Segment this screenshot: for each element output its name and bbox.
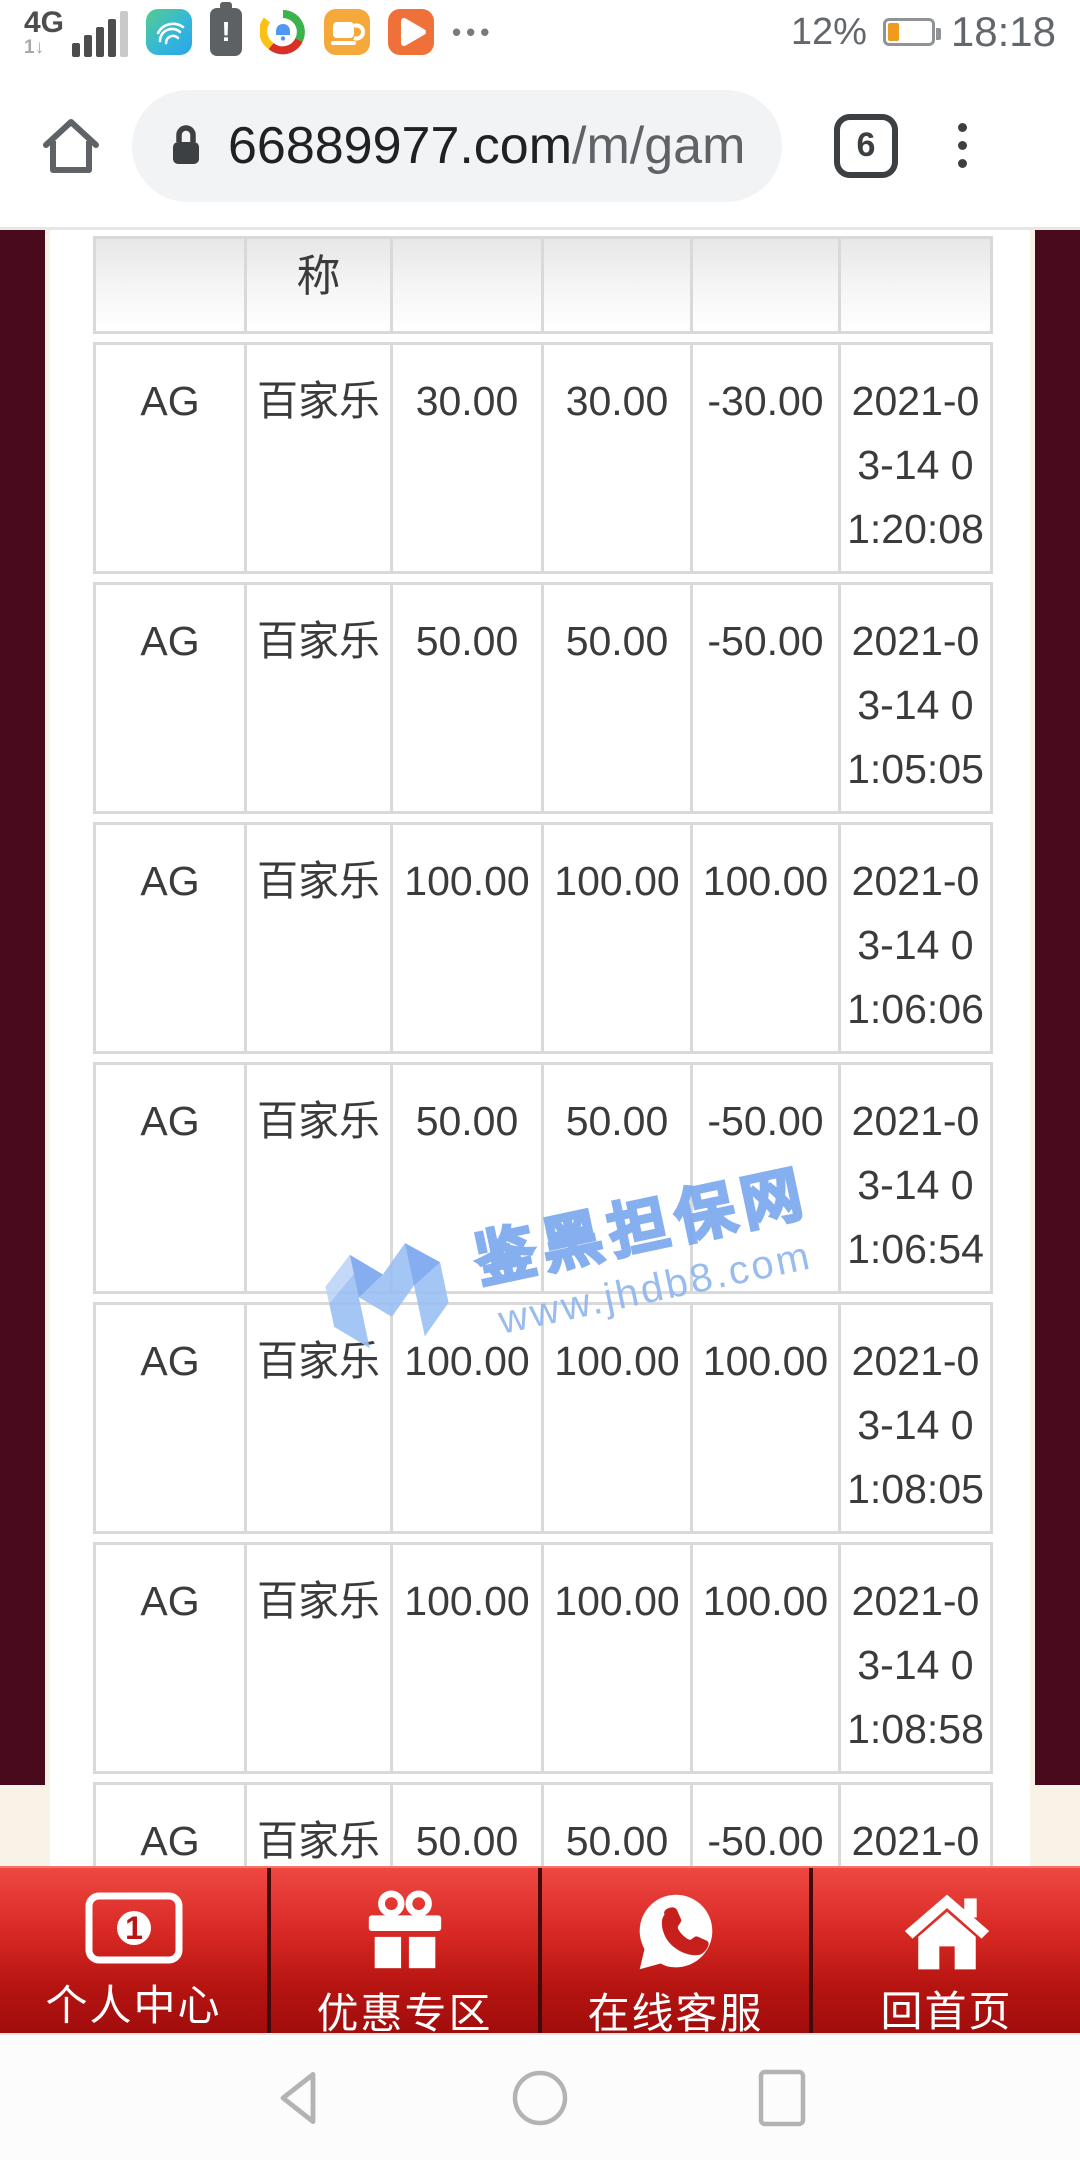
cell-winloss: -50.00: [690, 1062, 838, 1294]
cell-time: 2021-0 3-14 0 1:06:54: [838, 1062, 993, 1294]
fingerprint-app-icon: [146, 9, 193, 55]
cell-game: 百家乐: [244, 1302, 390, 1534]
cell-time: 2021-0 3-14 0 1:05:05: [838, 582, 993, 814]
cell-platform: AG: [93, 822, 244, 1054]
status-bar: 4G 1↓ !: [0, 0, 1080, 64]
nav-personal-center[interactable]: 1 个人中心: [0, 1868, 271, 2033]
url-text[interactable]: 66889977.com/m/gam: [228, 116, 745, 176]
header-cell: [541, 236, 690, 334]
signal-bars-icon: [72, 10, 129, 57]
url-path: /m/gam: [572, 116, 746, 175]
right-maroon-edge: [1035, 230, 1080, 1785]
network-type-label: 4G: [24, 5, 65, 39]
cell-bet-amount: 50.00: [390, 582, 541, 814]
svg-text:1: 1: [125, 1910, 143, 1946]
signal-indicator: 4G 1↓: [24, 5, 129, 58]
cell-winloss: 100.00: [690, 1302, 838, 1534]
cell-platform: AG: [93, 582, 244, 814]
battery-icon: [882, 18, 941, 46]
webpage-viewport: 称 AG 百家乐 30.00 30.00 -30.00 2021-0 3-14 0…: [0, 230, 1080, 2160]
tab-count-label: 6: [856, 126, 876, 164]
cell-platform: AG: [93, 1302, 244, 1534]
whatsapp-icon: [633, 1890, 719, 1974]
cell-valid-amount: 100.00: [541, 1302, 690, 1534]
cell-winloss: 100.00: [690, 1542, 838, 1774]
cell-time: 2021-0 3-14 0 1:20:08: [838, 342, 993, 574]
cell-platform: AG: [93, 342, 244, 574]
notification-app-icon: [260, 9, 306, 55]
battery-percent-label: 12%: [790, 10, 867, 53]
table-row: AG 百家乐 50.00 50.00 -50.00 2021-0 3-14 0 1:…: [93, 1062, 993, 1294]
header-cell: [690, 236, 838, 334]
cell-time: 2021-0 3-14 0 1:06:06: [838, 822, 993, 1054]
clock-label: 18:18: [950, 8, 1056, 55]
https-lock-icon: [173, 124, 199, 164]
cell-winloss: 100.00: [690, 822, 838, 1054]
nav-label: 个人中心: [45, 1982, 222, 2029]
cell-bet-amount: 30.00: [390, 342, 541, 574]
header-cell: [838, 236, 993, 334]
sim2-label: 1↓: [24, 36, 45, 58]
nav-customer-service[interactable]: 在线客服: [542, 1868, 813, 2037]
cell-time: 2021-0 3-14 0 1:08:58: [838, 1542, 993, 1774]
alert-glyph: !: [221, 16, 231, 47]
nav-label: 优惠专区: [316, 1990, 493, 2037]
cell-game: 百家乐: [244, 1542, 390, 1774]
cell-game: 百家乐: [244, 822, 390, 1054]
url-bar[interactable]: 66889977.com/m/gam: [132, 89, 782, 202]
money-icon: 1: [84, 1890, 184, 1966]
cell-bet-amount: 100.00: [390, 1302, 541, 1534]
nav-label: 在线客服: [587, 1990, 764, 2037]
cell-game: 百家乐: [244, 342, 390, 574]
cell-bet-amount: 100.00: [390, 822, 541, 1054]
cell-valid-amount: 50.00: [541, 582, 690, 814]
header-cell: [93, 236, 244, 334]
cell-valid-amount: 100.00: [541, 1542, 690, 1774]
status-overflow-icon: •••: [452, 16, 495, 47]
browser-home-button[interactable]: [36, 111, 106, 181]
home-icon: [901, 1890, 993, 1972]
nav-promotions[interactable]: 优惠专区: [271, 1868, 542, 2037]
tab-switcher-button[interactable]: 6: [834, 113, 898, 178]
gift-icon: [361, 1890, 449, 1974]
cell-winloss: -30.00: [690, 342, 838, 574]
cell-bet-amount: 50.00: [390, 1062, 541, 1294]
table-header-row: 称: [93, 236, 993, 334]
cell-bet-amount: 100.00: [390, 1542, 541, 1774]
left-maroon-edge: [0, 230, 45, 1785]
site-bottom-nav: 1 个人中心 优惠专区 在线客服: [0, 1866, 1080, 2037]
cell-valid-amount: 30.00: [541, 342, 690, 574]
table-row: AG 百家乐 30.00 30.00 -30.00 2021-0 3-14 0 1:…: [93, 342, 993, 574]
browser-menu-button[interactable]: [958, 123, 967, 168]
android-back-button[interactable]: [266, 2066, 330, 2130]
table-row: AG 百家乐 100.00 100.00 100.00 2021-0 3-14 0…: [93, 822, 993, 1054]
header-cell-game-name: 称: [244, 236, 390, 334]
cell-game: 百家乐: [244, 582, 390, 814]
video-app-icon: [388, 9, 435, 55]
cell-game: 百家乐: [244, 1062, 390, 1294]
cell-winloss: -50.00: [690, 582, 838, 814]
cell-platform: AG: [93, 1542, 244, 1774]
cell-valid-amount: 50.00: [541, 1062, 690, 1294]
android-recents-button[interactable]: [750, 2066, 814, 2130]
url-domain: 66889977.com: [228, 116, 573, 175]
android-home-button[interactable]: [508, 2066, 572, 2130]
bet-records-table: 称 AG 百家乐 30.00 30.00 -30.00 2021-0 3-14 0…: [93, 236, 993, 2022]
cell-valid-amount: 100.00: [541, 822, 690, 1054]
cell-time: 2021-0 3-14 0 1:08:05: [838, 1302, 993, 1534]
table-row: AG 百家乐 100.00 100.00 100.00 2021-0 3-14 0…: [93, 1302, 993, 1534]
table-row: AG 百家乐 50.00 50.00 -50.00 2021-0 3-14 0 1:…: [93, 582, 993, 814]
table-row: AG 百家乐 100.00 100.00 100.00 2021-0 3-14 0…: [93, 1542, 993, 1774]
coffee-app-icon: [324, 9, 371, 55]
browser-toolbar: 66889977.com/m/gam 6: [0, 64, 1080, 230]
header-cell: [390, 236, 541, 334]
nav-label: 回首页: [880, 1988, 1013, 2035]
battery-alert-icon: !: [210, 2, 243, 56]
android-navigation-bar: [0, 2033, 1080, 2160]
nav-back-home[interactable]: 回首页: [813, 1868, 1080, 2035]
cell-platform: AG: [93, 1062, 244, 1294]
